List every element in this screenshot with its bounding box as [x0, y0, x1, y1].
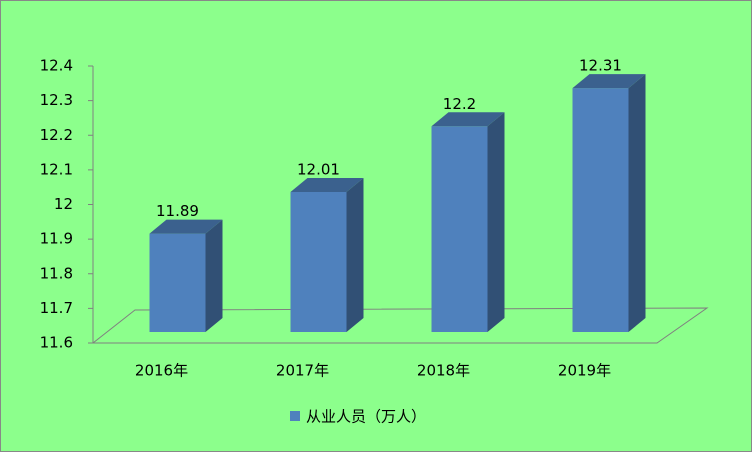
- bar-face: [431, 126, 488, 332]
- value-label: 11.89: [156, 202, 199, 220]
- bar-face: [205, 219, 223, 332]
- x-tick-label: 2016年: [135, 362, 188, 380]
- bar-face: [431, 112, 505, 127]
- bar-face: [346, 178, 364, 332]
- x-tick-label: 2017年: [276, 362, 329, 380]
- y-tick-label: 12.3: [40, 91, 73, 109]
- value-label: 12.01: [297, 161, 340, 179]
- bar-face: [628, 74, 646, 332]
- y-tick-label: 12.2: [40, 126, 73, 144]
- bar: [149, 219, 223, 332]
- bar-face: [487, 112, 505, 332]
- bar-face: [290, 192, 347, 332]
- bar-face: [290, 178, 364, 193]
- bar: [431, 112, 505, 332]
- value-label: 12.2: [443, 95, 476, 113]
- bar: [290, 178, 364, 332]
- bar: [572, 74, 646, 332]
- value-label: 12.31: [579, 57, 622, 75]
- y-tick-label: 11.9: [40, 230, 73, 248]
- bar-face: [149, 219, 223, 234]
- bar-face: [572, 74, 646, 89]
- y-tick-label: 12: [54, 195, 73, 213]
- legend-swatch: [290, 411, 300, 421]
- y-tick-label: 12.1: [40, 160, 73, 178]
- legend-label: 从业人员（万人）: [306, 408, 426, 426]
- x-tick-label: 2019年: [558, 362, 611, 380]
- bar-face: [572, 88, 629, 332]
- y-tick-label: 11.8: [40, 264, 73, 282]
- y-tick-label: 12.4: [40, 57, 73, 75]
- y-tick-label: 11.7: [40, 299, 73, 317]
- y-tick-label: 11.6: [40, 334, 73, 352]
- bar-face: [149, 233, 206, 332]
- floor: [91, 307, 709, 344]
- x-tick-label: 2018年: [417, 362, 470, 380]
